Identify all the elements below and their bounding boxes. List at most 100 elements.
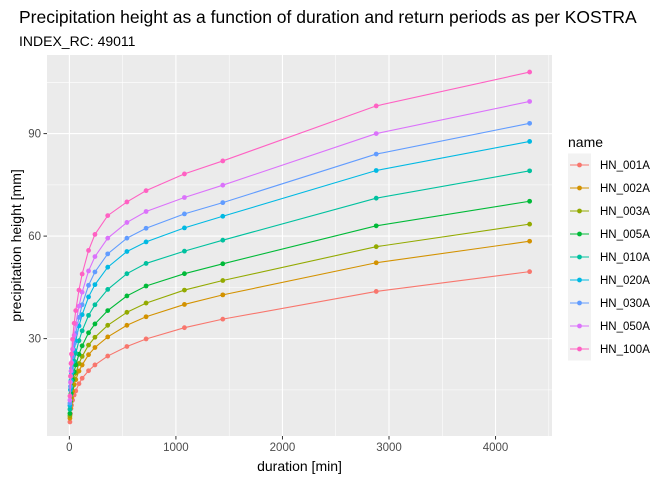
data-point [86,268,91,274]
data-point [86,330,91,336]
data-point [220,278,226,283]
data-point [182,325,187,331]
plot-panel [47,55,552,436]
data-point [92,231,98,237]
data-point [92,334,98,340]
data-point [143,188,149,194]
data-point [527,69,533,75]
x-tick-label: 3000 [376,442,402,454]
series-layer [67,69,533,425]
data-point [92,345,98,350]
x-tick-label: 2000 [270,442,296,454]
data-point [86,248,91,253]
data-point [373,244,379,250]
data-point [124,293,130,299]
data-point [220,213,226,219]
legend-item-hn_100a: HN_100A [568,337,650,361]
data-point [124,220,130,225]
y-axis-label: precipitation height [mm] [8,169,24,322]
data-point [69,351,74,357]
data-point [143,225,149,231]
legend-label: HN_050A [600,321,650,333]
legend-item-hn_001a: HN_001A [568,153,650,177]
data-point [92,362,98,368]
data-point [124,271,130,277]
chart-title: Precipitation height as a function of du… [19,7,637,27]
data-point [182,271,187,277]
legend-key-point [577,254,582,260]
data-point [79,312,85,318]
data-point [105,235,111,241]
data-point [527,238,533,244]
data-point [373,223,379,229]
y-tick-label: 60 [28,231,41,243]
data-point [220,158,226,164]
legend-items: HN_001A HN_002A HN_003A HN_005A HN_010A HN_02… [568,153,650,361]
data-point [67,411,73,416]
data-point [527,198,533,204]
data-point [124,344,130,349]
y-tick-label: 30 [28,334,41,346]
data-point [527,120,533,126]
legend-item-hn_030a: HN_030A [568,291,650,315]
data-point [92,254,98,260]
data-point [79,375,85,381]
data-point [86,368,91,374]
legend-label: HN_010A [600,252,650,264]
series-hn_100a [67,69,533,399]
data-point [527,99,533,104]
data-point [143,336,149,342]
legend-item-hn_002a: HN_002A [568,176,650,200]
data-point [105,287,111,292]
data-point [71,320,77,326]
data-point [143,239,149,245]
data-point [182,195,187,200]
data-point [105,264,111,270]
data-point [527,269,533,275]
x-tick-label: 0 [66,442,72,454]
data-point [73,362,79,368]
legend-label: HN_100A [600,344,650,356]
data-point [373,289,379,294]
data-point [105,322,111,328]
data-point [105,334,111,340]
data-point [92,269,98,275]
data-point [67,406,73,412]
data-point [220,316,226,322]
legend-item-hn_020a: HN_020A [568,268,650,292]
legend-label: HN_030A [600,298,650,310]
data-point [220,292,226,298]
data-point [220,261,226,267]
data-point [373,195,379,201]
data-point [86,352,91,358]
data-point [527,168,533,174]
legend-label: HN_001A [600,160,650,172]
data-point [373,103,379,109]
data-point [182,171,187,177]
data-point [79,271,85,277]
legend-label: HN_003A [600,206,650,218]
data-point [124,249,130,254]
legend-key-point [577,323,582,329]
data-point [79,328,85,334]
data-point [73,308,79,313]
data-point [143,283,149,289]
data-point [182,302,187,307]
data-point [92,321,98,327]
legend-key-point [577,185,582,191]
data-point [92,282,98,288]
legend-item-hn_005a: HN_005A [568,222,650,246]
data-point [68,373,73,379]
y-axis-ticks: 30 60 90 [28,129,47,346]
x-axis-label: duration [min] [257,458,342,474]
x-axis-ticks: 0 1000 2000 3000 4000 [66,436,508,454]
data-point [182,287,187,293]
legend: name HN_001A HN_002A HN_003A HN_005A HN_010A… [568,134,650,361]
data-point [86,312,91,318]
data-point [124,322,130,328]
legend-key-point [577,208,582,214]
legend-key-point [577,162,582,168]
data-point [76,315,82,320]
data-point [182,225,187,231]
data-point [105,213,111,219]
